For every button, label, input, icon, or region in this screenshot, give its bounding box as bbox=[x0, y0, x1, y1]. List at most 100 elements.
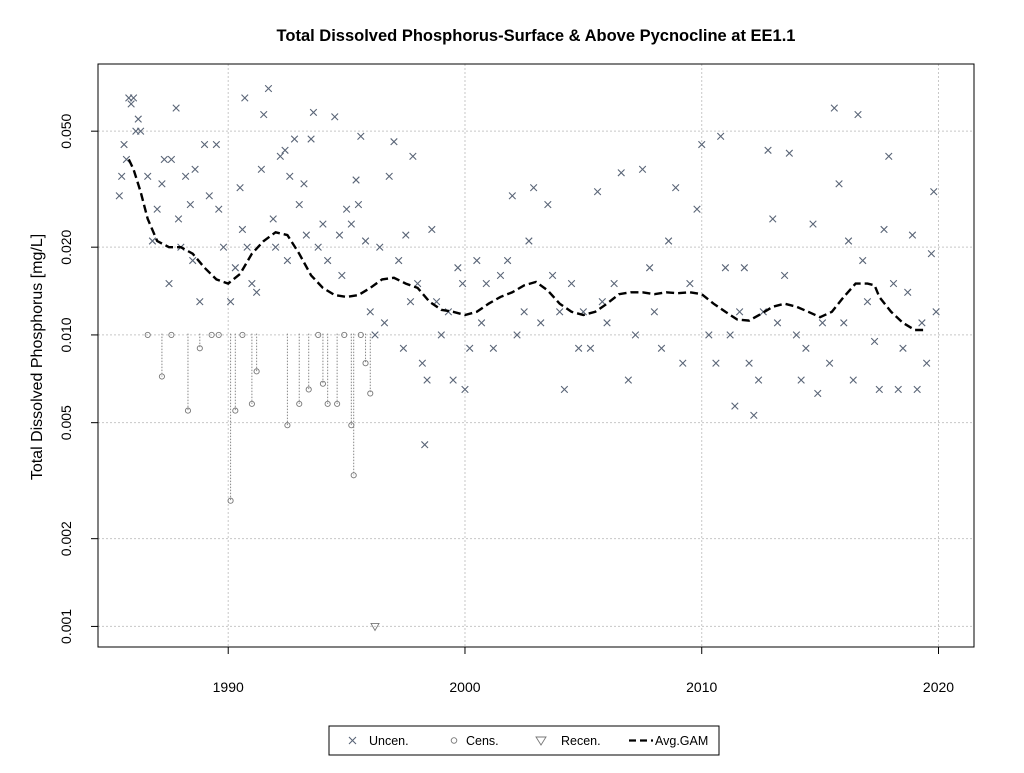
uncensored-point bbox=[769, 215, 777, 223]
uncensored-point bbox=[264, 84, 273, 93]
uncensored-point bbox=[290, 135, 299, 143]
censored-point bbox=[168, 331, 175, 338]
uncensored-point bbox=[560, 385, 569, 394]
uncensored-point bbox=[664, 237, 673, 245]
uncensored-point bbox=[390, 138, 398, 146]
uncensored-point bbox=[428, 225, 436, 234]
uncensored-point bbox=[413, 279, 422, 288]
uncensored-point bbox=[645, 264, 654, 272]
censored-point bbox=[341, 331, 348, 338]
uncensored-point bbox=[503, 256, 512, 265]
uncensored-point bbox=[165, 279, 173, 288]
uncensored-point bbox=[418, 359, 427, 367]
uncensored-point bbox=[489, 344, 498, 352]
uncensored-point bbox=[814, 389, 822, 398]
uncensored-point bbox=[650, 308, 659, 316]
uncensored-point bbox=[148, 237, 157, 245]
uncensored-point bbox=[537, 319, 545, 327]
uncensored-point bbox=[186, 200, 195, 209]
uncensored-point bbox=[283, 256, 292, 265]
uncensored-point bbox=[286, 172, 294, 181]
uncensored-point bbox=[818, 319, 827, 327]
x-tick-label: 2020 bbox=[923, 679, 954, 695]
uncensored-point bbox=[421, 441, 429, 449]
censored-point bbox=[305, 386, 312, 393]
uncensored-point bbox=[205, 192, 213, 200]
uncensored-point bbox=[269, 215, 277, 223]
legend-item-cens: Cens. bbox=[450, 734, 499, 748]
x-tick-label: 2010 bbox=[686, 679, 717, 695]
uncensored-point bbox=[721, 264, 730, 272]
uncensored-point bbox=[352, 176, 360, 184]
uncensored-point bbox=[366, 308, 374, 316]
uncensored-point bbox=[825, 359, 834, 367]
censored-point bbox=[284, 422, 291, 429]
uncensored-point bbox=[904, 288, 912, 297]
y-tick-label: 0.050 bbox=[58, 113, 74, 148]
censored-point bbox=[232, 407, 239, 414]
y-tick-label: 0.010 bbox=[58, 317, 74, 352]
uncensored-point bbox=[638, 165, 647, 173]
uncensored-point bbox=[894, 385, 902, 394]
uncensored-point bbox=[380, 319, 389, 327]
uncensored-point bbox=[281, 146, 289, 154]
censored-point bbox=[296, 400, 303, 407]
uncensored-point bbox=[127, 100, 135, 108]
uncensored-point bbox=[809, 220, 817, 228]
uncensored-point bbox=[172, 104, 180, 112]
recensored-point bbox=[370, 622, 380, 632]
legend-item-uncen: Uncen. bbox=[348, 734, 409, 748]
uncensored-point bbox=[610, 279, 618, 288]
uncensored-point bbox=[219, 243, 228, 251]
avg-gam-line bbox=[127, 158, 927, 332]
legend: Uncen. Cens. Recen. Avg.GAM bbox=[328, 725, 720, 756]
y-tick-label: 0.002 bbox=[58, 521, 74, 556]
uncensored-point bbox=[716, 132, 725, 141]
uncensored-point bbox=[844, 237, 853, 245]
uncensored-point bbox=[544, 200, 552, 209]
uncensored-point bbox=[260, 110, 268, 119]
uncensored-point bbox=[309, 108, 318, 117]
chart-title: Total Dissolved Phosphorus-Surface & Abo… bbox=[277, 27, 796, 45]
uncensored-point bbox=[342, 205, 351, 213]
legend-triangle-marker-icon bbox=[535, 736, 547, 746]
uncensored-point bbox=[314, 243, 322, 251]
x-tick-label: 1990 bbox=[213, 679, 244, 695]
uncensored-point bbox=[238, 225, 247, 234]
uncensored-point bbox=[555, 308, 564, 316]
uncensored-point bbox=[802, 344, 810, 352]
legend-label-uncen: Uncen. bbox=[369, 734, 409, 748]
uncensored-point bbox=[863, 298, 872, 306]
uncensored-point bbox=[158, 180, 166, 188]
censored-point bbox=[357, 331, 364, 338]
censored-point bbox=[367, 390, 374, 397]
uncensored-point bbox=[437, 331, 445, 339]
uncensored-point bbox=[764, 146, 772, 154]
uncensored-point bbox=[160, 155, 168, 164]
uncensored-point bbox=[196, 298, 204, 306]
uncensored-point bbox=[525, 237, 533, 245]
uncensored-point bbox=[712, 359, 720, 367]
uncensored-point bbox=[335, 231, 344, 239]
uncensored-point bbox=[231, 264, 240, 272]
uncensored-point bbox=[797, 376, 805, 384]
censored-point bbox=[334, 400, 341, 407]
uncensored-point bbox=[394, 256, 403, 265]
uncensored-point bbox=[875, 385, 883, 394]
uncensored-point bbox=[473, 256, 481, 265]
uncensored-point bbox=[849, 376, 857, 384]
uncensored-point bbox=[406, 298, 415, 306]
uncensored-point bbox=[508, 192, 517, 200]
censored-point bbox=[362, 360, 369, 367]
uncensored-point bbox=[449, 376, 457, 384]
uncensored-point bbox=[792, 331, 801, 339]
uncensored-point bbox=[932, 308, 940, 316]
uncensored-point bbox=[120, 140, 128, 149]
censored-point bbox=[208, 331, 215, 338]
uncensored-point bbox=[731, 402, 739, 410]
uncensored-point bbox=[300, 180, 308, 188]
uncensored-point bbox=[603, 319, 611, 327]
uncensored-point bbox=[399, 344, 408, 352]
data-layer bbox=[115, 84, 940, 632]
